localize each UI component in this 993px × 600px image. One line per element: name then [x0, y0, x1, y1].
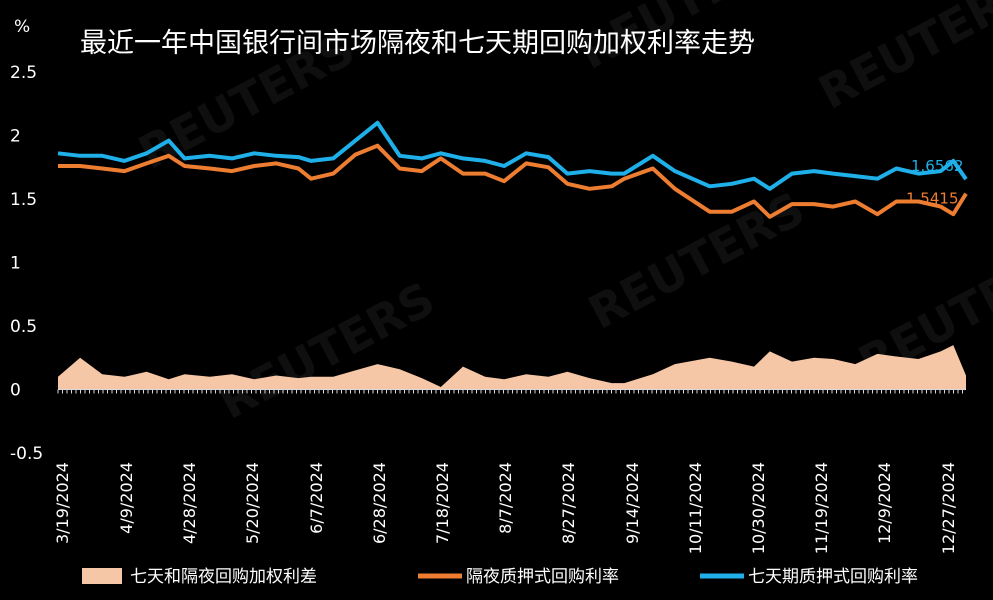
x-tick-label: 12/27/2024: [939, 462, 958, 554]
legend-label: 七天期质押式回购利率: [748, 567, 918, 587]
rate-lines-layer: [57, 120, 968, 219]
plot-area: [57, 120, 968, 394]
x-tick-label: 8/7/2024: [496, 462, 515, 534]
watermark-text: REUTERS: [210, 271, 443, 429]
spread-area-layer: [58, 345, 966, 390]
x-tick-label: 8/27/2024: [559, 462, 578, 544]
y-tick-label: -0.5: [10, 444, 43, 464]
y-tick-label: 0: [10, 381, 21, 401]
x-tick-label: 11/19/2024: [812, 462, 831, 554]
y-tick-labels: 2.5 2 1.5 1 0.5 0 -0.5: [10, 63, 43, 464]
series-spread-area: [58, 345, 966, 390]
series-overnight-line: [58, 143, 968, 219]
legend-label: 七天和隔夜回购加权利差: [130, 567, 317, 587]
x-tick-label: 6/7/2024: [307, 462, 326, 534]
end-label-7day: 1.6562: [911, 157, 964, 175]
legend-label: 隔夜质押式回购利率: [466, 567, 619, 587]
x-tick-label: 7/18/2024: [433, 462, 452, 544]
x-axis-tick-marks: [57, 389, 963, 394]
y-tick-label: 2.5: [10, 63, 37, 83]
y-tick-label: 1: [10, 254, 21, 274]
y-tick-label: 0.5: [10, 317, 37, 337]
end-label-overnight: 1.5415: [906, 190, 959, 208]
watermark-text: REUTERS: [810, 0, 993, 120]
end-value-labels: 1.6562 1.5415: [906, 157, 964, 208]
x-tick-label: 12/9/2024: [875, 462, 894, 544]
x-tick-label: 5/20/2024: [243, 462, 262, 544]
x-tick-label: 4/9/2024: [117, 462, 136, 534]
y-tick-label: 2: [10, 127, 21, 147]
x-tick-label: 4/28/2024: [180, 462, 199, 544]
x-tick-label: 9/14/2024: [623, 462, 642, 544]
x-tick-label: 10/30/2024: [749, 462, 768, 554]
x-tick-label: 10/11/2024: [686, 462, 705, 554]
series-7day-line: [57, 120, 968, 191]
y-tick-label: 1.5: [10, 190, 37, 210]
chart-title: 最近一年中国银行间市场隔夜和七天期回购加权利率走势: [80, 28, 755, 59]
x-tick-label: 6/28/2024: [370, 462, 389, 544]
y-axis-unit-label: %: [14, 17, 30, 37]
legend: 七天和隔夜回购加权利差 隔夜质押式回购利率 七天期质押式回购利率: [82, 567, 918, 587]
x-tick-labels: 3/19/2024 4/9/2024 4/28/2024 5/20/2024 6/7/2…: [53, 462, 958, 554]
x-tick-label: 3/19/2024: [53, 462, 72, 544]
legend-swatch-spread: [82, 568, 122, 584]
